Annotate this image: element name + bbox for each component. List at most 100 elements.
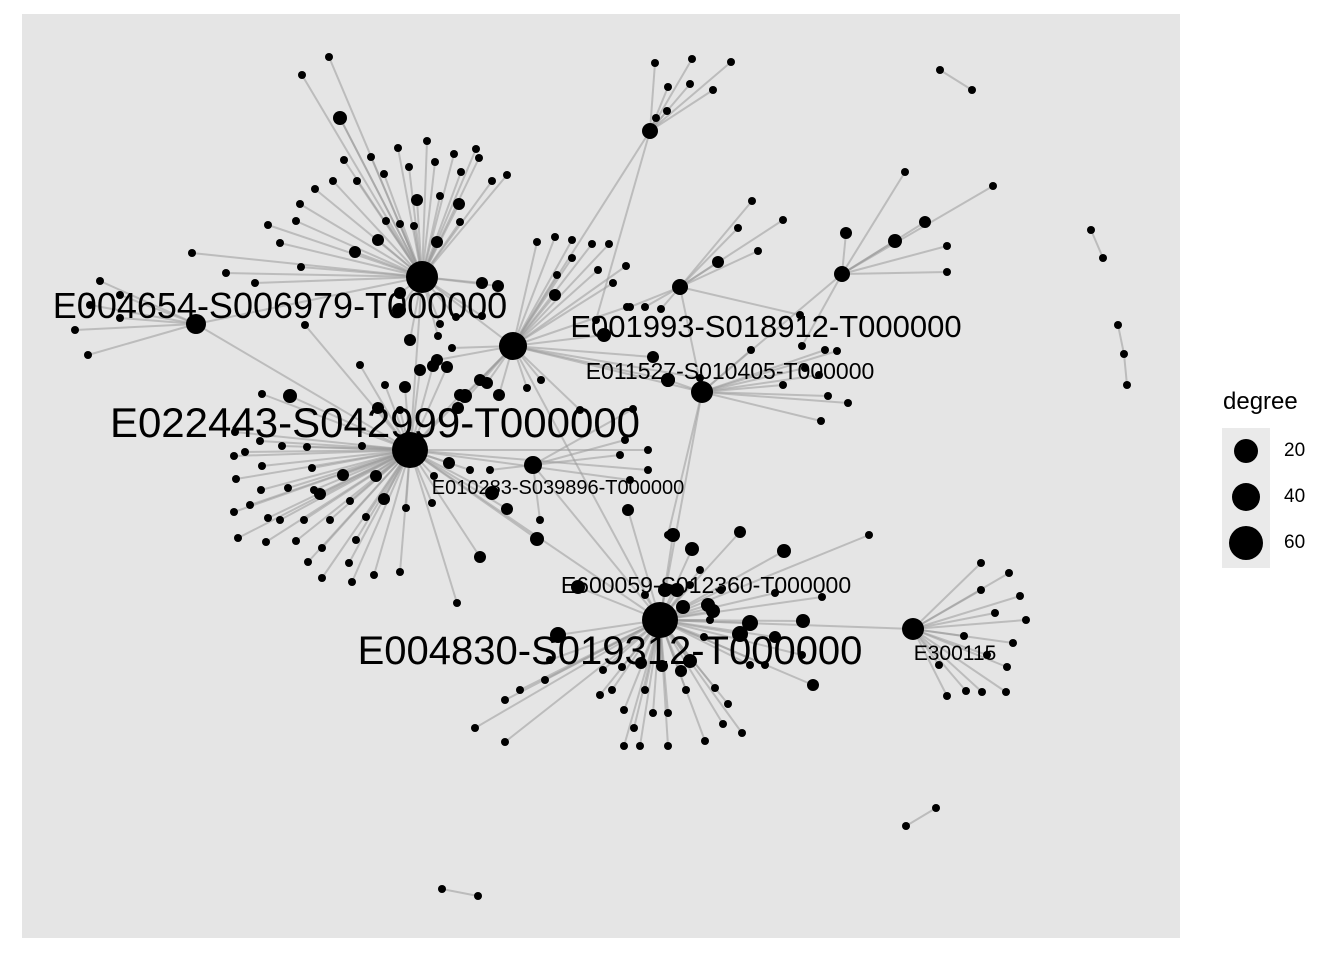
edge <box>627 509 661 621</box>
node <box>732 626 748 642</box>
node <box>394 287 406 299</box>
node <box>378 493 390 505</box>
node <box>340 156 348 164</box>
edge <box>504 619 661 743</box>
edge <box>679 250 759 288</box>
node <box>486 466 494 474</box>
node <box>656 660 668 672</box>
node <box>314 488 326 500</box>
node <box>676 600 690 614</box>
edge <box>701 350 838 393</box>
node <box>297 263 305 271</box>
node <box>296 200 304 208</box>
node <box>370 571 378 579</box>
node <box>392 432 428 468</box>
edge <box>233 449 411 457</box>
node <box>798 342 806 350</box>
node <box>475 154 483 162</box>
node <box>711 684 719 692</box>
node <box>844 399 852 407</box>
edge <box>512 236 556 347</box>
node <box>256 437 264 445</box>
node <box>550 627 566 643</box>
node <box>675 665 687 677</box>
node-label: E010283-S039896-T000000 <box>432 477 684 499</box>
node <box>337 469 349 481</box>
legend-dot <box>1234 439 1258 463</box>
node <box>318 574 326 582</box>
edge <box>512 269 599 347</box>
node <box>1003 663 1011 671</box>
node <box>318 544 326 552</box>
node <box>734 526 746 538</box>
node <box>466 466 474 474</box>
node <box>622 262 630 270</box>
edge <box>260 449 411 491</box>
node <box>824 392 832 400</box>
node <box>599 666 607 674</box>
edge <box>701 391 849 404</box>
node <box>450 150 458 158</box>
edge <box>629 286 681 308</box>
legend-dot <box>1232 483 1260 511</box>
node <box>779 216 787 224</box>
node <box>372 234 384 246</box>
node <box>932 804 940 812</box>
node <box>769 631 781 643</box>
node-label: E011527-S010405-T000000 <box>586 358 875 384</box>
node <box>452 402 464 414</box>
node <box>571 580 585 594</box>
node <box>499 332 527 360</box>
node-label: E600059-S012360-T000000 <box>561 572 851 598</box>
node <box>641 591 649 599</box>
node <box>771 589 779 597</box>
node <box>833 347 841 355</box>
node <box>493 389 505 401</box>
edge <box>659 596 823 621</box>
node <box>476 277 488 289</box>
edge <box>512 345 654 358</box>
node <box>651 59 659 67</box>
node <box>670 583 684 597</box>
edge <box>532 439 626 466</box>
node <box>686 80 694 88</box>
node <box>796 614 810 628</box>
node <box>626 476 634 484</box>
edge <box>659 619 803 656</box>
edge <box>912 589 982 630</box>
node <box>706 616 714 624</box>
nodes-layer <box>71 53 1131 900</box>
node <box>727 58 735 66</box>
edge <box>679 227 739 288</box>
edge <box>279 242 423 278</box>
node <box>1087 226 1095 234</box>
node <box>186 314 206 334</box>
edge <box>409 449 481 558</box>
edge <box>649 89 714 132</box>
edge <box>659 619 669 747</box>
node <box>801 364 809 372</box>
edge <box>421 140 428 278</box>
legend-dot <box>1229 526 1263 560</box>
node <box>283 389 297 403</box>
node <box>748 197 756 205</box>
edge <box>89 304 197 325</box>
node <box>609 279 617 287</box>
node <box>503 171 511 179</box>
node <box>346 497 354 505</box>
edge <box>532 464 541 521</box>
node <box>523 384 531 392</box>
node <box>230 508 238 516</box>
node <box>779 381 787 389</box>
node <box>436 320 444 328</box>
node <box>276 516 284 524</box>
node <box>664 709 672 717</box>
node <box>700 633 708 641</box>
node <box>453 198 465 210</box>
node <box>1022 616 1030 624</box>
node <box>635 657 647 669</box>
node <box>626 303 634 311</box>
edge <box>1117 324 1125 355</box>
node <box>712 256 724 268</box>
node <box>553 271 561 279</box>
